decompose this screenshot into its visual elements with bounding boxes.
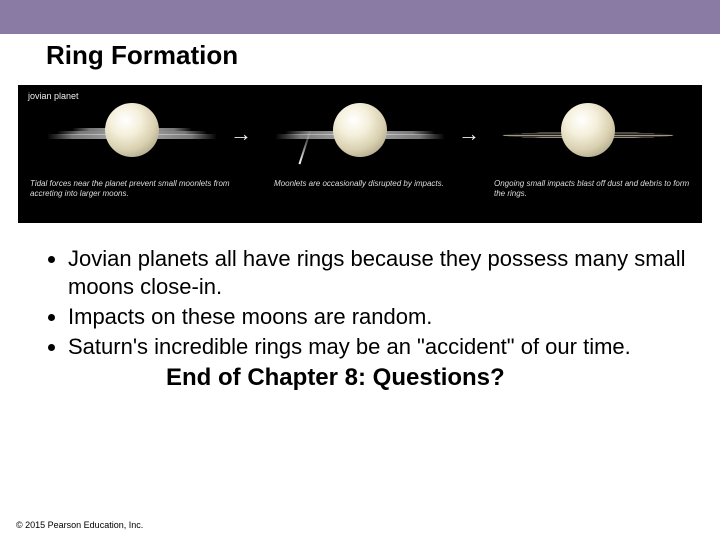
slide-title: Ring Formation bbox=[46, 40, 702, 71]
bullet-item: Saturn's incredible rings may be an "acc… bbox=[68, 333, 688, 361]
bullet-item: Impacts on these moons are random. bbox=[68, 303, 688, 331]
planet-icon bbox=[333, 103, 387, 157]
end-of-chapter-line: End of Chapter 8: Questions? bbox=[0, 364, 720, 392]
figure-panel-3: Ongoing small impacts blast off dust and… bbox=[474, 85, 702, 223]
bullet-item: Jovian planets all have rings because th… bbox=[68, 245, 688, 301]
figure-panel-1: Tidal forces near the planet prevent sma… bbox=[18, 85, 246, 223]
panel-caption: Tidal forces near the planet prevent sma… bbox=[18, 175, 246, 199]
planet-scene-1 bbox=[18, 85, 246, 175]
copyright-footer: © 2015 Pearson Education, Inc. bbox=[16, 520, 143, 530]
arrow-right-icon: → bbox=[458, 121, 480, 147]
panel-caption: Ongoing small impacts blast off dust and… bbox=[474, 175, 702, 199]
figure-panel-2: Moonlets are occasionally disrupted by i… bbox=[246, 85, 474, 223]
arrow-right-icon: → bbox=[230, 121, 252, 147]
header-strip bbox=[0, 0, 720, 34]
planet-icon bbox=[105, 103, 159, 157]
planet-icon bbox=[561, 103, 615, 157]
panel-caption: Moonlets are occasionally disrupted by i… bbox=[246, 175, 474, 189]
bullet-list: Jovian planets all have rings because th… bbox=[0, 223, 720, 362]
ring-formation-figure: jovian planet Tidal forces near the plan… bbox=[18, 85, 702, 223]
title-bar: Ring Formation bbox=[0, 34, 720, 81]
planet-scene-2 bbox=[246, 85, 474, 175]
planet-scene-3 bbox=[474, 85, 702, 175]
